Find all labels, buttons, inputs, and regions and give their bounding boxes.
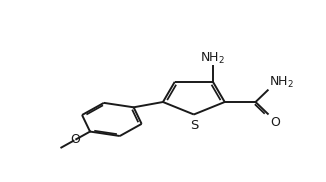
Text: O: O [70,133,80,146]
Text: NH$_2$: NH$_2$ [269,75,294,90]
Text: NH$_2$: NH$_2$ [200,50,225,66]
Text: S: S [190,119,198,132]
Text: O: O [270,116,280,129]
